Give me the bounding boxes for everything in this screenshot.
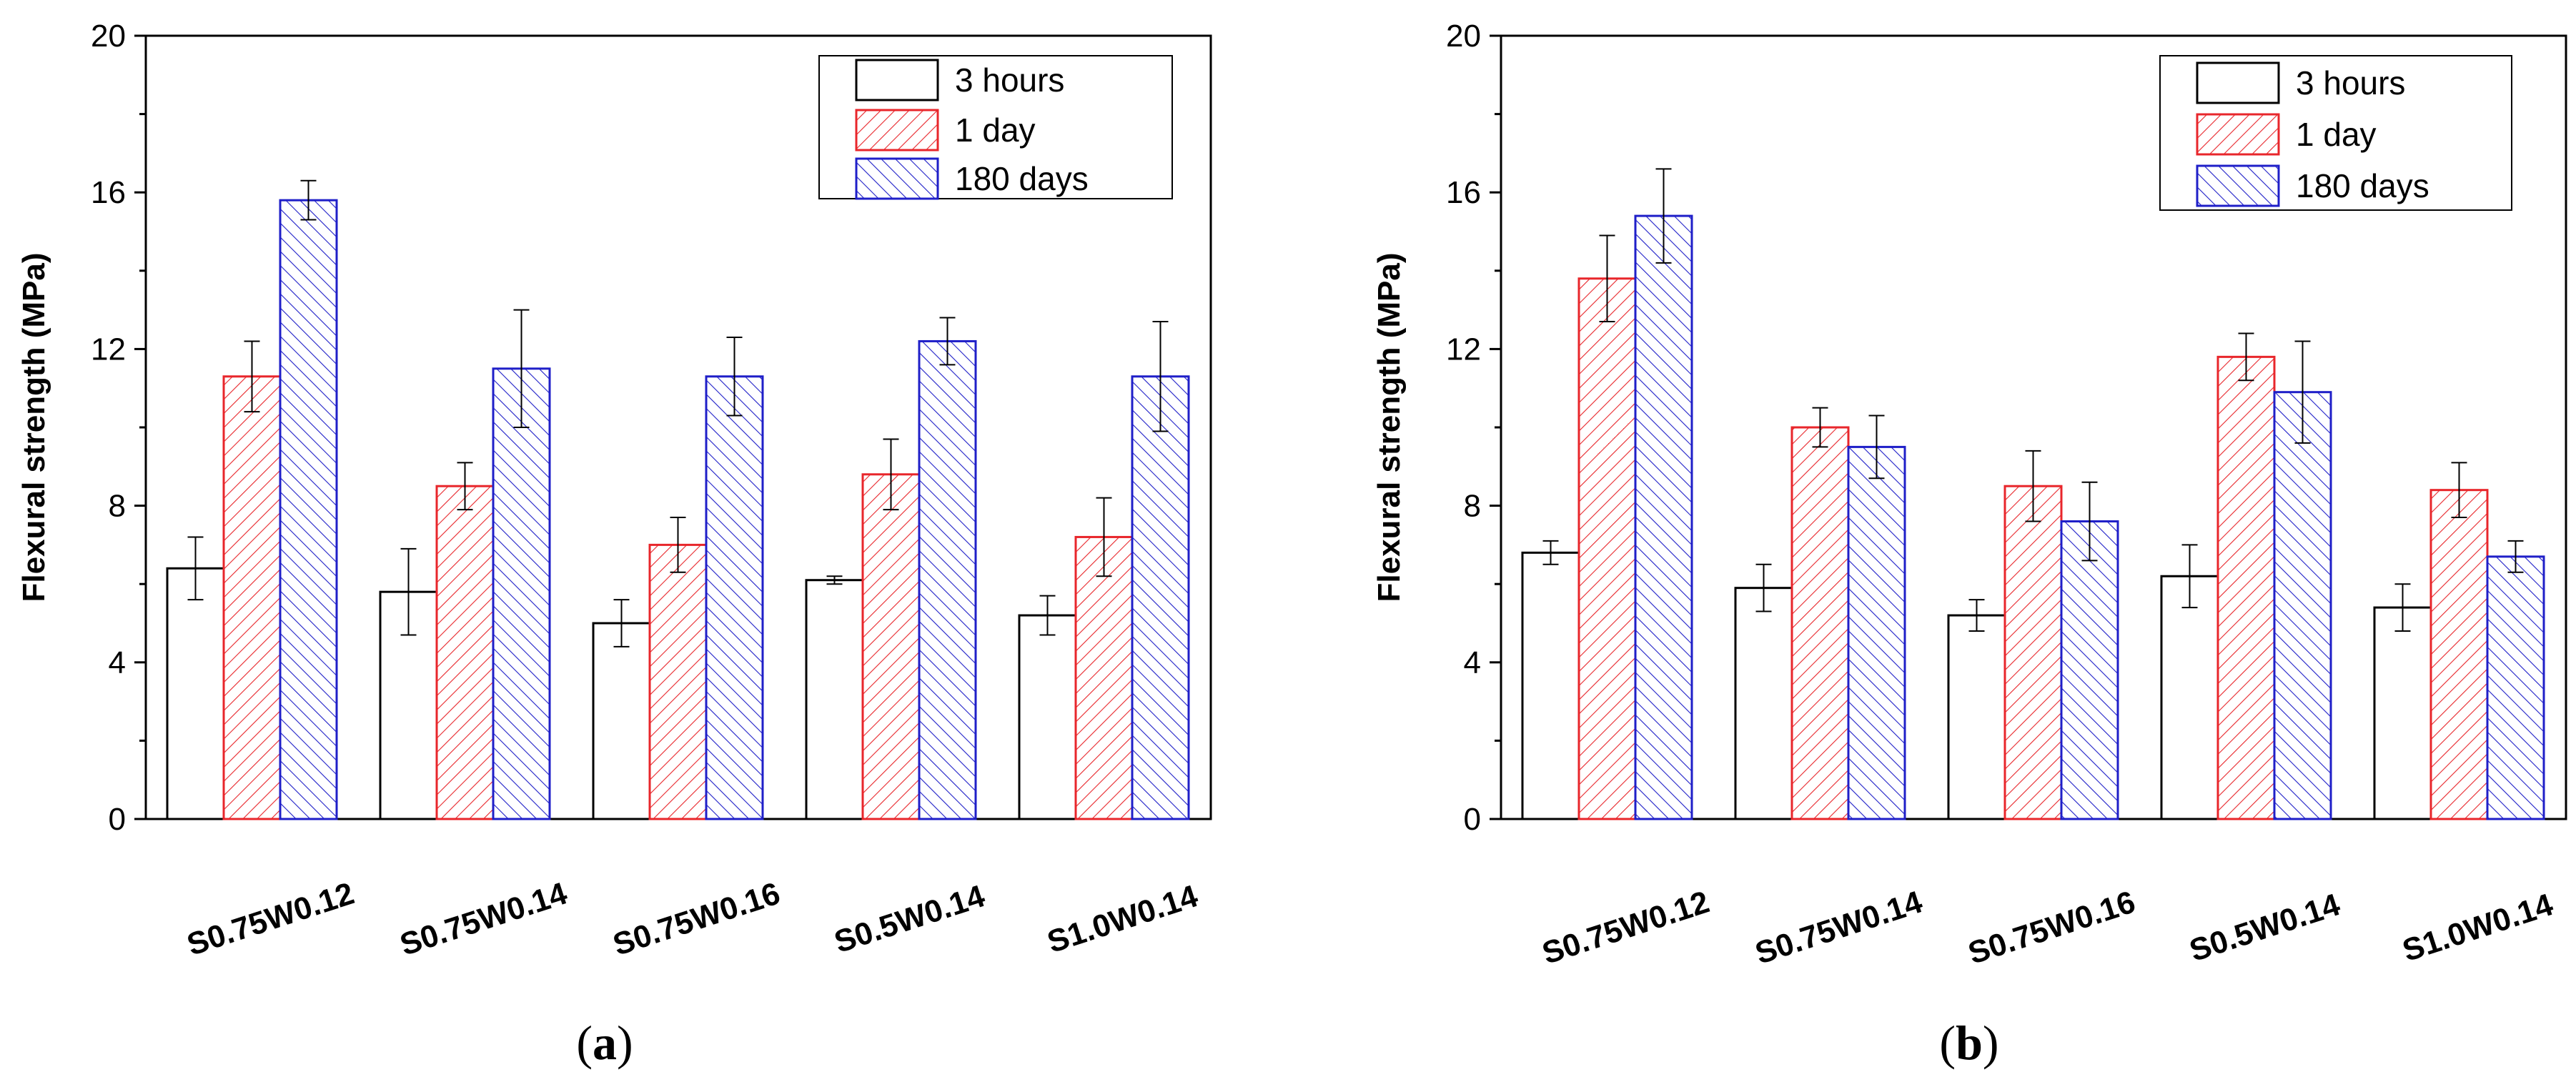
y-tick-label: 20 — [1446, 19, 1481, 54]
y-tick-label: 4 — [109, 645, 126, 680]
category-label: S0.75W0.14 — [1751, 884, 1927, 971]
legend-label: 180 days — [2296, 167, 2429, 204]
y-tick-label: 0 — [109, 802, 126, 837]
bar-1-day-1 — [1790, 426, 1850, 820]
bar-180-days-3 — [2273, 391, 2332, 820]
bar-3-hours-2 — [592, 622, 651, 820]
panel-label: (b) — [1939, 1016, 1998, 1070]
legend-label: 3 hours — [955, 61, 1064, 99]
y-axis-label: Flexural strength (MPa) — [16, 253, 51, 602]
category-label: S0.5W0.14 — [2185, 887, 2344, 968]
bar-3-hours-4 — [2373, 606, 2432, 820]
bar-1-day-3 — [2216, 355, 2276, 820]
category-label: S0.5W0.14 — [830, 878, 989, 960]
bar-180-days-2 — [705, 375, 764, 820]
bar-180-days-1 — [1847, 445, 1906, 820]
panel-label: (a) — [576, 1016, 633, 1070]
legend-swatch — [855, 59, 939, 101]
bar-180-days-1 — [492, 367, 551, 820]
category-label: S0.75W0.16 — [609, 875, 784, 962]
y-tick-label: 16 — [1446, 175, 1481, 210]
legend-swatch — [2196, 113, 2280, 156]
bar-180-days-2 — [2060, 520, 2119, 820]
y-tick-label: 20 — [91, 19, 126, 54]
category-label: S0.75W0.12 — [183, 875, 358, 962]
bar-1-day-4 — [2429, 489, 2489, 820]
legend-label: 1 day — [955, 111, 1036, 149]
bar-1-day-2 — [2003, 485, 2063, 820]
bar-180-days-3 — [918, 339, 977, 820]
category-label: S0.75W0.16 — [1964, 884, 2139, 971]
category-label: S1.0W0.14 — [1043, 878, 1202, 960]
legend-swatch — [2196, 61, 2280, 104]
bar-180-days-4 — [2486, 555, 2545, 820]
bar-3-hours-4 — [1018, 614, 1077, 820]
bar-180-days-0 — [1634, 214, 1693, 820]
bar-1-day-0 — [222, 375, 282, 820]
bar-3-hours-3 — [2160, 575, 2219, 820]
y-tick-label: 8 — [109, 489, 126, 524]
y-tick-label: 12 — [91, 332, 126, 367]
category-label: S1.0W0.14 — [2398, 887, 2557, 968]
legend-label: 3 hours — [2296, 64, 2405, 101]
bar-180-days-0 — [279, 199, 338, 820]
legend-swatch — [2196, 164, 2280, 207]
category-label: S0.75W0.12 — [1538, 884, 1713, 971]
bar-3-hours-0 — [166, 567, 225, 820]
bar-1-day-0 — [1577, 277, 1637, 820]
bar-1-day-2 — [648, 543, 708, 820]
legend-swatch — [855, 157, 939, 200]
bar-3-hours-3 — [805, 579, 864, 820]
y-axis-label: Flexural strength (MPa) — [1372, 253, 1407, 602]
y-tick-label: 12 — [1446, 332, 1481, 367]
y-tick-label: 4 — [1464, 645, 1481, 680]
y-tick-label: 8 — [1464, 489, 1481, 524]
legend-label: 180 days — [955, 160, 1089, 197]
panel-b-chart: 0 4 8 12 16 20 Flexural strength (MPa) S0.75W0.… — [1372, 19, 2567, 1070]
panel-a-chart: 0 4 8 12 16 20 Flexural strength (MPa) S0.75W0.… — [16, 19, 1212, 1070]
y-tick-label: 0 — [1464, 802, 1481, 837]
bar-1-day-3 — [861, 473, 921, 820]
legend-label: 1 day — [2296, 116, 2377, 153]
bar-3-hours-1 — [1734, 587, 1793, 820]
y-tick-label: 16 — [91, 175, 126, 210]
bar-180-days-4 — [1131, 375, 1190, 820]
bar-3-hours-2 — [1947, 614, 2006, 820]
bar-1-day-4 — [1074, 535, 1134, 820]
bar-3-hours-0 — [1521, 551, 1580, 820]
legend-swatch — [855, 109, 939, 152]
bar-1-day-1 — [435, 485, 495, 820]
category-label: S0.75W0.14 — [396, 875, 572, 963]
